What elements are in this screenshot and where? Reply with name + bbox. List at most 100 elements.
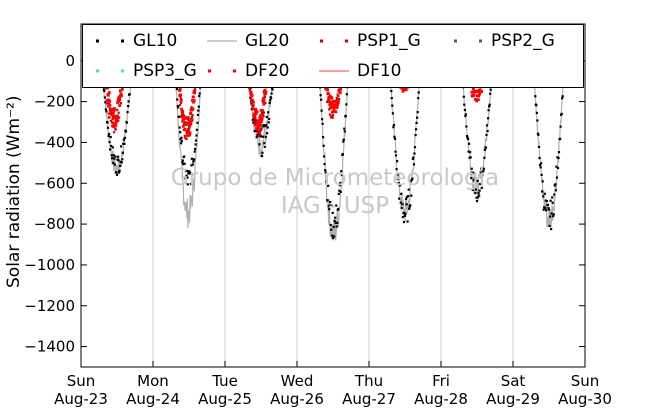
data-point bbox=[179, 98, 183, 102]
data-point bbox=[109, 148, 112, 151]
data-point bbox=[392, 126, 395, 129]
data-point bbox=[328, 103, 332, 107]
data-point bbox=[115, 173, 119, 176]
data-point bbox=[110, 154, 113, 157]
y-axis: 0 −200 −400 −600 −800 −1000 −1200 −1400 bbox=[24, 52, 585, 356]
data-point bbox=[561, 95, 564, 98]
data-point bbox=[255, 127, 259, 131]
data-point bbox=[339, 190, 342, 193]
data-point bbox=[127, 105, 130, 108]
data-point bbox=[188, 170, 191, 173]
data-point bbox=[328, 208, 331, 211]
data-point bbox=[484, 146, 488, 149]
data-point bbox=[319, 94, 322, 97]
data-point bbox=[329, 106, 332, 110]
data-point bbox=[415, 121, 418, 124]
data-point bbox=[337, 207, 340, 210]
data-point bbox=[191, 114, 194, 117]
data-point bbox=[263, 89, 267, 92]
data-point bbox=[118, 89, 122, 93]
data-point bbox=[485, 133, 488, 137]
data-point bbox=[333, 235, 336, 238]
data-point bbox=[189, 172, 192, 175]
data-point bbox=[414, 134, 417, 137]
data-point bbox=[103, 96, 106, 99]
data-point bbox=[106, 121, 109, 124]
data-point bbox=[332, 100, 335, 103]
data-point bbox=[406, 220, 409, 223]
data-point bbox=[119, 164, 122, 167]
data-point bbox=[394, 154, 398, 157]
data-point bbox=[397, 182, 400, 185]
data-point bbox=[248, 89, 251, 92]
data-point bbox=[257, 130, 261, 134]
data-point bbox=[108, 132, 111, 136]
data-point bbox=[338, 91, 342, 95]
data-point bbox=[121, 87, 124, 90]
x-tick-label: Mon bbox=[137, 372, 169, 390]
data-point bbox=[121, 158, 124, 161]
data-point bbox=[476, 98, 480, 102]
y-tick-label: −1400 bbox=[24, 338, 75, 356]
data-point bbox=[182, 115, 186, 118]
data-point bbox=[179, 95, 182, 98]
data-point bbox=[267, 111, 270, 114]
data-point bbox=[109, 119, 113, 122]
y-tick-label: 0 bbox=[65, 52, 75, 70]
data-point bbox=[331, 116, 334, 119]
data-point bbox=[123, 136, 126, 139]
data-point bbox=[481, 174, 484, 177]
data-point bbox=[121, 88, 124, 91]
data-point bbox=[331, 234, 334, 237]
data-point bbox=[108, 107, 111, 110]
data-point bbox=[260, 124, 263, 127]
data-point bbox=[325, 179, 328, 182]
data-point bbox=[193, 158, 196, 161]
data-point bbox=[337, 95, 340, 98]
data-point bbox=[399, 201, 402, 204]
data-point bbox=[332, 236, 335, 240]
data-point bbox=[104, 101, 107, 104]
data-point bbox=[108, 99, 111, 103]
data-point bbox=[543, 206, 546, 209]
data-point bbox=[194, 139, 198, 142]
data-point bbox=[322, 144, 325, 147]
data-point bbox=[328, 204, 331, 207]
data-point bbox=[191, 107, 195, 111]
data-point bbox=[477, 94, 481, 98]
data-point bbox=[257, 124, 261, 128]
data-point bbox=[411, 157, 414, 160]
data-point bbox=[339, 88, 342, 91]
data-point bbox=[183, 134, 187, 138]
data-point bbox=[192, 100, 195, 104]
data-point bbox=[401, 89, 405, 93]
data-point bbox=[189, 112, 193, 115]
data-point bbox=[550, 212, 553, 215]
data-point bbox=[334, 221, 337, 224]
data-point bbox=[412, 156, 415, 159]
data-point bbox=[477, 191, 480, 195]
data-point bbox=[326, 88, 329, 92]
legend-item-psp2_g: PSP2_G bbox=[453, 29, 555, 53]
data-point bbox=[107, 112, 110, 115]
data-point bbox=[474, 188, 477, 191]
data-point bbox=[118, 104, 122, 107]
data-point bbox=[268, 117, 271, 121]
data-point bbox=[116, 114, 119, 118]
data-point bbox=[114, 124, 118, 127]
data-point bbox=[181, 118, 185, 121]
data-point bbox=[480, 186, 483, 189]
data-point bbox=[124, 130, 128, 133]
data-point bbox=[178, 88, 182, 91]
data-point bbox=[111, 121, 114, 125]
data-point bbox=[547, 206, 550, 210]
data-point bbox=[259, 113, 262, 117]
data-point bbox=[541, 190, 544, 193]
x-tick-label: Thu bbox=[354, 372, 383, 390]
data-point bbox=[263, 96, 267, 99]
data-point bbox=[261, 113, 264, 116]
data-point bbox=[336, 221, 339, 224]
y-axis-label: Solar radiation (Wm⁻²) bbox=[4, 95, 24, 288]
data-point bbox=[417, 97, 420, 100]
data-point bbox=[119, 92, 123, 96]
